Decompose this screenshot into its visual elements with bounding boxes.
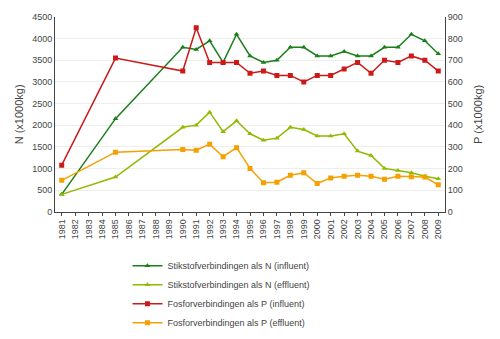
svg-text:P (x1000kg): P (x1000kg) [473,85,485,144]
svg-text:2000: 2000 [32,120,52,130]
svg-text:1984: 1984 [97,219,107,239]
svg-text:1995: 1995 [245,219,255,239]
svg-text:500: 500 [448,99,463,109]
svg-text:1991: 1991 [191,219,201,239]
svg-text:2009: 2009 [433,219,443,239]
svg-text:1982: 1982 [70,219,80,239]
svg-text:1994: 1994 [231,219,241,239]
svg-text:1986: 1986 [124,219,134,239]
svg-text:1988: 1988 [151,219,161,239]
svg-text:0: 0 [47,207,52,217]
svg-text:2001: 2001 [326,219,336,239]
svg-text:700: 700 [448,55,463,65]
svg-text:2008: 2008 [420,219,430,239]
svg-text:200: 200 [448,164,463,174]
svg-text:1998: 1998 [285,219,295,239]
svg-text:1000: 1000 [32,164,52,174]
svg-text:1981: 1981 [57,219,67,239]
svg-text:800: 800 [448,34,463,44]
svg-text:0: 0 [448,207,453,217]
svg-text:2000: 2000 [312,219,322,239]
svg-text:3500: 3500 [32,55,52,65]
svg-text:900: 900 [448,12,463,22]
svg-text:2004: 2004 [366,219,376,239]
svg-text:2002: 2002 [339,219,349,239]
svg-text:4000: 4000 [32,34,52,44]
svg-text:2007: 2007 [406,219,416,239]
svg-text:100: 100 [448,185,463,195]
svg-text:1999: 1999 [299,219,309,239]
svg-text:4500: 4500 [32,12,52,22]
svg-text:2005: 2005 [379,219,389,239]
svg-text:1985: 1985 [110,219,120,239]
svg-text:Fosforverbindingen als P (infl: Fosforverbindingen als P (influent) [168,299,305,309]
svg-text:3000: 3000 [32,77,52,87]
svg-text:2003: 2003 [353,219,363,239]
svg-text:1992: 1992 [205,219,215,239]
svg-text:1997: 1997 [272,219,282,239]
svg-text:400: 400 [448,120,463,130]
svg-text:1990: 1990 [178,219,188,239]
svg-text:1983: 1983 [84,219,94,239]
svg-text:Stikstofverbindingen als N (in: Stikstofverbindingen als N (influent) [168,261,310,271]
svg-text:600: 600 [448,77,463,87]
svg-text:1500: 1500 [32,142,52,152]
svg-text:1989: 1989 [164,219,174,239]
svg-text:2006: 2006 [393,219,403,239]
svg-text:1987: 1987 [137,219,147,239]
svg-text:1996: 1996 [258,219,268,239]
svg-text:Fosforverbindingen als P (effl: Fosforverbindingen als P (effluent) [168,318,305,328]
svg-text:500: 500 [37,185,52,195]
svg-text:300: 300 [448,142,463,152]
svg-text:2500: 2500 [32,99,52,109]
svg-text:Stikstofverbindingen als N (ef: Stikstofverbindingen als N (effluent) [168,280,310,290]
svg-text:N (x1000kg): N (x1000kg) [13,84,25,144]
svg-text:1993: 1993 [218,219,228,239]
